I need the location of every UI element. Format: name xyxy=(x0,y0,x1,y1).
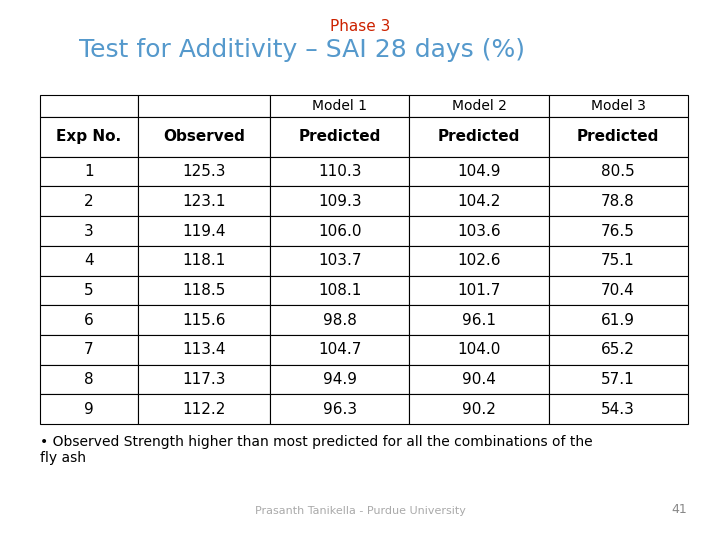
Text: 9: 9 xyxy=(84,402,94,416)
Text: 117.3: 117.3 xyxy=(182,372,226,387)
Text: 106.0: 106.0 xyxy=(318,224,361,239)
Text: 104.2: 104.2 xyxy=(457,194,500,209)
Text: 4: 4 xyxy=(84,253,94,268)
Text: 5: 5 xyxy=(84,283,94,298)
Text: 110.3: 110.3 xyxy=(318,164,361,179)
Text: 96.1: 96.1 xyxy=(462,313,496,328)
Text: 115.6: 115.6 xyxy=(182,313,226,328)
Text: 104.0: 104.0 xyxy=(457,342,500,357)
Text: 118.1: 118.1 xyxy=(182,253,226,268)
Text: 8: 8 xyxy=(84,372,94,387)
Text: 75.1: 75.1 xyxy=(601,253,635,268)
Text: 119.4: 119.4 xyxy=(182,224,226,239)
Text: 65.2: 65.2 xyxy=(601,342,635,357)
Text: Predicted: Predicted xyxy=(438,129,520,144)
Text: Predicted: Predicted xyxy=(577,129,660,144)
Text: 96.3: 96.3 xyxy=(323,402,357,416)
Text: 70.4: 70.4 xyxy=(601,283,635,298)
Text: 7: 7 xyxy=(84,342,94,357)
Text: 104.7: 104.7 xyxy=(318,342,361,357)
Text: 76.5: 76.5 xyxy=(601,224,635,239)
Text: 2: 2 xyxy=(84,194,94,209)
Text: 78.8: 78.8 xyxy=(601,194,635,209)
Text: 123.1: 123.1 xyxy=(182,194,226,209)
Text: Prasanth Tanikella - Purdue University: Prasanth Tanikella - Purdue University xyxy=(255,505,465,516)
Text: 103.6: 103.6 xyxy=(457,224,501,239)
Text: Exp No.: Exp No. xyxy=(56,129,122,144)
Text: 61.9: 61.9 xyxy=(601,313,635,328)
Text: 90.2: 90.2 xyxy=(462,402,496,416)
Text: 112.2: 112.2 xyxy=(182,402,226,416)
Text: 94.9: 94.9 xyxy=(323,372,357,387)
Text: 3: 3 xyxy=(84,224,94,239)
Text: 104.9: 104.9 xyxy=(457,164,500,179)
Text: Model 1: Model 1 xyxy=(312,99,367,113)
Text: 41: 41 xyxy=(672,503,688,516)
Text: 57.1: 57.1 xyxy=(601,372,635,387)
Text: 102.6: 102.6 xyxy=(457,253,500,268)
Text: Model 2: Model 2 xyxy=(451,99,506,113)
Text: Test for Additivity – SAI 28 days (%): Test for Additivity – SAI 28 days (%) xyxy=(79,38,526,62)
Text: 125.3: 125.3 xyxy=(182,164,226,179)
Text: • Observed Strength higher than most predicted for all the combinations of the: • Observed Strength higher than most pre… xyxy=(40,435,593,449)
Text: 103.7: 103.7 xyxy=(318,253,361,268)
Text: 101.7: 101.7 xyxy=(457,283,500,298)
Text: 90.4: 90.4 xyxy=(462,372,496,387)
Text: 80.5: 80.5 xyxy=(601,164,635,179)
Text: fly ash: fly ash xyxy=(40,451,86,465)
Text: 108.1: 108.1 xyxy=(318,283,361,298)
Text: 1: 1 xyxy=(84,164,94,179)
Text: Predicted: Predicted xyxy=(299,129,381,144)
Text: 54.3: 54.3 xyxy=(601,402,635,416)
Text: Phase 3: Phase 3 xyxy=(330,19,390,34)
Text: Model 3: Model 3 xyxy=(590,99,646,113)
Text: Observed: Observed xyxy=(163,129,245,144)
Text: 109.3: 109.3 xyxy=(318,194,361,209)
Text: 6: 6 xyxy=(84,313,94,328)
Text: 98.8: 98.8 xyxy=(323,313,357,328)
Text: 113.4: 113.4 xyxy=(182,342,226,357)
Text: 118.5: 118.5 xyxy=(182,283,226,298)
